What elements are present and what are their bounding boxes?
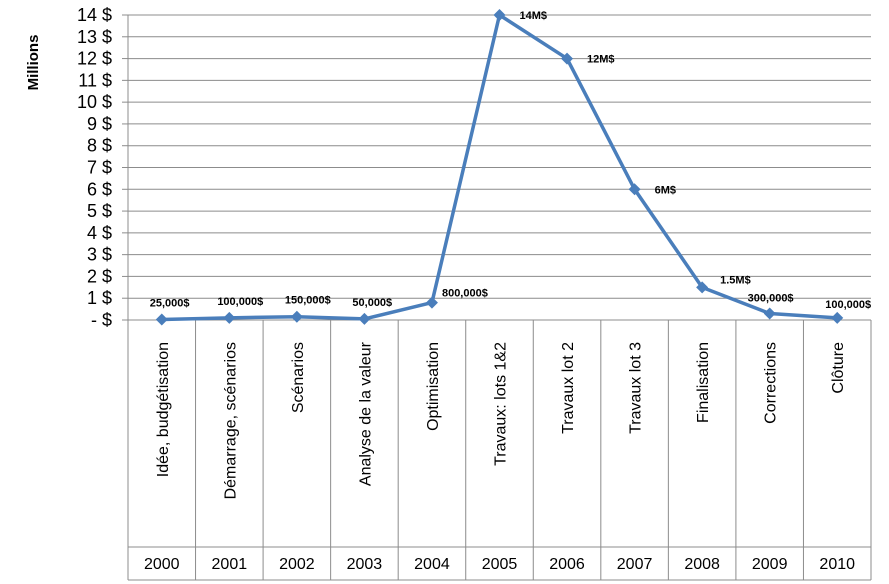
category-table (127, 15, 872, 581)
data-label: 800,000$ (442, 288, 488, 300)
year-label: 2001 (212, 556, 248, 573)
category-label: Scénarios (290, 342, 307, 413)
data-markers (155, 9, 844, 326)
year-label: 2000 (144, 556, 180, 573)
data-label: 6M$ (655, 184, 676, 196)
data-point (290, 310, 303, 323)
data-label: 1.5M$ (720, 274, 751, 286)
year-label: 2005 (482, 556, 518, 573)
year-label: 2009 (752, 556, 788, 573)
y-tick-label: 8 $ (87, 136, 112, 156)
year-label: 2007 (617, 556, 653, 573)
y-tick-label: 1 $ (87, 288, 112, 308)
data-point (831, 311, 844, 324)
year-labels: 2000 2001 2002 2003 2004 2005 2006 2007 2008 2009… (144, 556, 855, 573)
y-tick-label: 3 $ (87, 245, 112, 265)
category-label: Travaux: lots 1&2 (493, 342, 510, 466)
y-tick-label: 2 $ (87, 266, 112, 286)
data-label: 12M$ (587, 54, 615, 66)
data-point (763, 307, 776, 320)
category-label: Clôture (830, 342, 847, 394)
year-label: 2008 (684, 556, 720, 573)
data-label: 100,000$ (825, 299, 871, 311)
category-label: Démarrage, scénarios (222, 342, 239, 499)
category-label: Travaux lot 3 (628, 342, 645, 434)
y-tick-label: 4 $ (87, 223, 112, 243)
category-label: Corrections (763, 342, 780, 424)
data-point (696, 281, 709, 294)
y-tick-label: - $ (91, 310, 112, 330)
category-label: Finalisation (695, 342, 712, 423)
data-label: 25,000$ (150, 297, 190, 309)
data-label: 14M$ (520, 10, 548, 22)
year-label: 2003 (347, 556, 383, 573)
data-point (155, 313, 168, 326)
data-point (561, 52, 574, 65)
data-point (628, 183, 641, 196)
category-labels: Idée, budgétisation Démarrage, scénarios S… (155, 341, 847, 499)
category-label: Analyse de la valeur (357, 341, 374, 486)
category-label: Idée, budgétisation (155, 342, 172, 477)
year-label: 2010 (819, 556, 855, 573)
category-label: Travaux lot 2 (560, 342, 577, 434)
y-tick-label: 12 $ (77, 49, 112, 69)
y-tick-label: 14 $ (77, 5, 112, 25)
y-axis-ticks: - $1 $2 $3 $4 $5 $6 $7 $8 $9 $10 $11 $12… (77, 5, 112, 330)
data-point (223, 311, 236, 324)
data-point (425, 296, 438, 309)
data-label: 300,000$ (748, 292, 794, 304)
y-tick-label: 13 $ (77, 27, 112, 47)
data-point (493, 9, 506, 21)
y-tick-label: 11 $ (78, 70, 112, 90)
data-labels: 25,000$ 100,000$ 150,000$ 50,000$ 800,000$ 14… (150, 10, 871, 311)
y-tick-label: 6 $ (87, 179, 112, 199)
year-label: 2006 (549, 556, 585, 573)
gridlines (122, 14, 871, 321)
data-label: 100,000$ (217, 296, 263, 308)
data-label: 50,000$ (352, 297, 392, 309)
y-tick-label: 7 $ (87, 158, 112, 178)
y-tick-label: 5 $ (87, 201, 112, 221)
data-label: 150,000$ (285, 295, 331, 307)
year-label: 2004 (414, 556, 450, 573)
y-tick-label: 9 $ (87, 114, 112, 134)
year-label: 2002 (279, 556, 315, 573)
y-axis-label: Millions (25, 35, 42, 91)
y-tick-label: 10 $ (77, 92, 112, 112)
data-point (358, 312, 371, 325)
category-label: Optimisation (425, 342, 442, 431)
